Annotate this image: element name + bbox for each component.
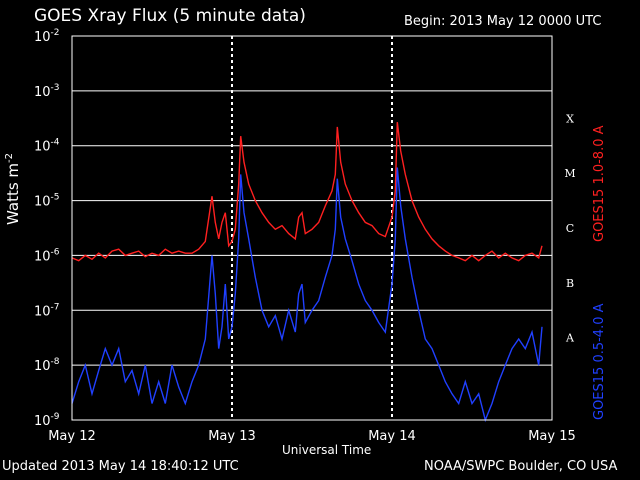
- x-tick-label: May 14: [368, 429, 416, 444]
- y-tick-label: 10-9: [34, 412, 60, 429]
- flare-class-labels: X M C B A: [564, 112, 575, 344]
- x-tick-label: May 12: [48, 429, 96, 444]
- y-tick-label: 10-2: [34, 28, 60, 45]
- flare-class-label: X: [566, 112, 574, 125]
- grid-layer: [72, 35, 552, 421]
- y-tick-label: 10-8: [34, 357, 60, 374]
- series-short-channel-line: [71, 167, 543, 423]
- y-tick-label: 10-5: [34, 193, 60, 210]
- y-axis-label-text: Watts m: [4, 162, 22, 225]
- x-tick-label: May 15: [528, 429, 576, 444]
- updated-timestamp: Updated 2013 May 14 18:40:12 UTC: [2, 459, 239, 474]
- y-tick-label: 10-3: [34, 83, 60, 100]
- series-layer: [71, 122, 543, 423]
- flare-class-label: M: [564, 167, 575, 180]
- chart-title: GOES Xray Flux (5 minute data): [34, 6, 306, 26]
- y-tick-label: 10-6: [34, 247, 60, 264]
- x-axis-label: Universal Time: [282, 443, 372, 457]
- y-axis-label-exponent: -2: [4, 152, 15, 163]
- y-tick-label: 10-7: [34, 302, 60, 319]
- y-tick-labels: 10-2 10-3 10-4 10-5 10-6 10-7 10-8 10-9: [34, 28, 60, 429]
- flare-class-label: B: [566, 277, 574, 290]
- x-tick-labels: May 12 May 13 May 14 May 15: [48, 429, 576, 444]
- y-tick-label: 10-4: [34, 138, 60, 155]
- legend-long-channel: GOES15 1.0-8.0 A: [592, 125, 607, 242]
- x-tick-label: May 13: [208, 429, 256, 444]
- source-credit: NOAA/SWPC Boulder, CO USA: [424, 459, 618, 474]
- legend-short-channel: GOES15 0.5-4.0 A: [592, 303, 607, 420]
- flare-class-label: A: [565, 332, 575, 345]
- begin-time: Begin: 2013 May 12 0000 UTC: [404, 14, 602, 29]
- flare-class-label: C: [566, 222, 574, 235]
- series-long-channel-line: [71, 122, 543, 262]
- y-axis-label: Watts m-2: [4, 153, 22, 225]
- legend: GOES15 1.0-8.0 A GOES15 0.5-4.0 A: [592, 125, 607, 420]
- plot-frame: [71, 35, 553, 421]
